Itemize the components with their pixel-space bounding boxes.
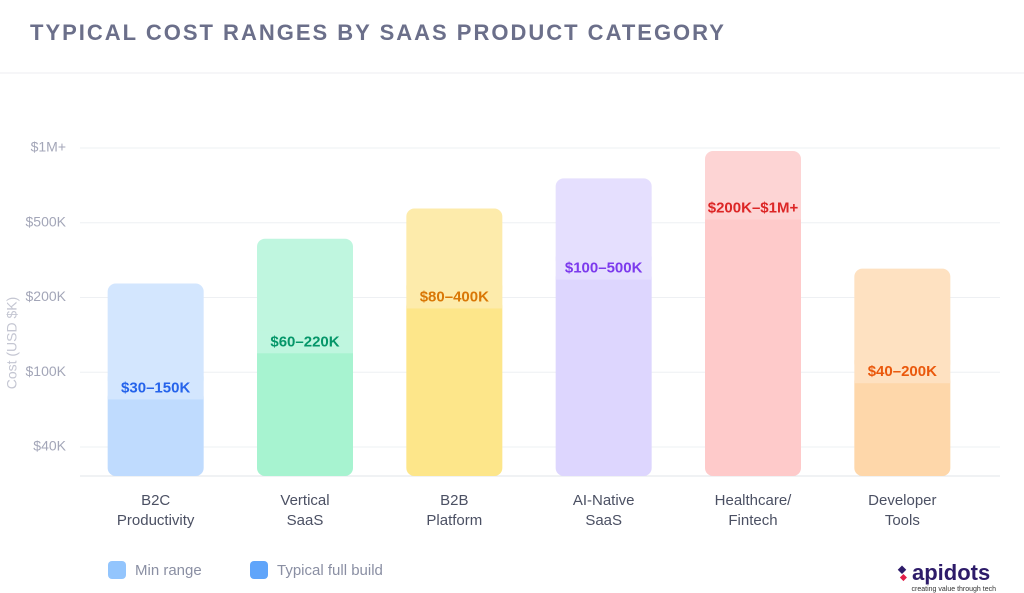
x-tick-line: Platform bbox=[426, 512, 482, 529]
range-label-bg bbox=[406, 285, 503, 309]
range-label: $40–200K bbox=[868, 363, 937, 380]
range-label-bg bbox=[107, 376, 204, 400]
legend-swatch bbox=[250, 561, 268, 579]
logo-tagline: creating value through tech bbox=[912, 586, 997, 593]
x-tick-label: Healthcare/Fintech bbox=[715, 492, 793, 529]
bar-segment bbox=[555, 269, 652, 476]
bar-segment bbox=[705, 150, 801, 208]
x-tick-line: B2B bbox=[440, 492, 468, 509]
legend-label: Typical full build bbox=[277, 562, 383, 579]
x-tick-line: Vertical bbox=[280, 492, 329, 509]
y-tick-label: $500K bbox=[26, 213, 67, 229]
bar-segment bbox=[257, 343, 353, 476]
x-tick-line: B2C bbox=[141, 492, 170, 509]
logo: apidots creating value through tech bbox=[897, 560, 997, 593]
range-label-bg bbox=[705, 196, 801, 220]
bar-segment bbox=[406, 298, 503, 476]
x-tick-line: SaaS bbox=[585, 512, 622, 529]
legend-swatch bbox=[108, 561, 126, 579]
y-tick-label: $40K bbox=[33, 438, 66, 454]
range-label: $60–220K bbox=[270, 333, 339, 350]
bar-segment bbox=[406, 208, 503, 297]
x-tick-line: SaaS bbox=[287, 512, 324, 529]
range-label: $200K–$1M+ bbox=[708, 200, 799, 217]
range-label-bg bbox=[555, 256, 652, 280]
bar-segment bbox=[555, 178, 652, 268]
chart-title: TYPICAL COST RANGES BY SAAS PRODUCT CATE… bbox=[30, 20, 726, 45]
legend-label: Min range bbox=[135, 562, 202, 579]
x-tick-line: Developer bbox=[868, 492, 936, 509]
x-tick-line: Healthcare/ bbox=[715, 492, 793, 509]
x-tick-line: AI-Native bbox=[573, 492, 635, 509]
y-tick-label: $100K bbox=[26, 363, 67, 379]
range-label-bg bbox=[257, 330, 353, 354]
range-label: $80–400K bbox=[420, 288, 489, 305]
x-tick-line: Tools bbox=[885, 512, 920, 529]
x-tick-label: Developer Tools bbox=[868, 492, 936, 529]
range-label: $30–150K bbox=[121, 379, 190, 396]
bar-segment bbox=[854, 373, 951, 476]
x-tick-line: Fintech bbox=[728, 512, 777, 529]
x-tick-line: Productivity bbox=[117, 512, 195, 529]
bar-segment bbox=[854, 268, 951, 372]
logo-name: apidots bbox=[912, 560, 990, 585]
range-label-bg bbox=[854, 360, 951, 384]
logo-icon bbox=[897, 565, 907, 582]
bar-segment bbox=[705, 209, 801, 477]
bar-segment bbox=[107, 283, 204, 388]
x-tick-label: Vertical SaaS bbox=[280, 492, 329, 529]
y-axis-label: Cost (USD $K) bbox=[4, 297, 20, 390]
x-tick-label: B2B Platform bbox=[426, 492, 482, 529]
bar-segment bbox=[107, 389, 204, 476]
x-tick-label: B2C Productivity bbox=[117, 492, 195, 529]
y-tick-label: $1M+ bbox=[31, 139, 66, 155]
y-tick-label: $200K bbox=[26, 288, 67, 304]
x-tick-label: AI-Native SaaS bbox=[573, 492, 635, 529]
range-label: $100–500K bbox=[565, 260, 643, 277]
bar-segment bbox=[257, 238, 353, 342]
